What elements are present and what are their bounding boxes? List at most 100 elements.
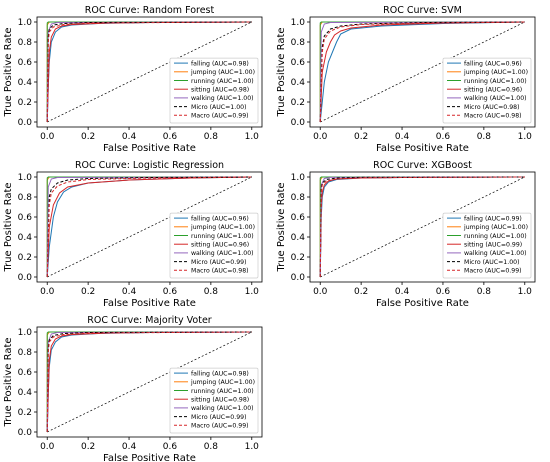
legend-label-jumping: jumping (AUC=1.00) — [190, 379, 255, 386]
legend-label-walking: walking (AUC=1.00) — [464, 250, 527, 257]
roc-panel-2: ROC Curve: SVM 0.0 0.2 0.4 0.6 0.8 1.0 0.0 0.2 0.… — [276, 5, 536, 154]
roc-line-falling — [319, 21, 525, 123]
x-tick-label: 0.0 — [313, 287, 328, 297]
legend-label-running: running (AUC=1.00) — [191, 78, 254, 85]
x-axis-label: False Positive Rate — [103, 298, 196, 309]
legend-label-walking: walking (AUC=1.00) — [191, 95, 254, 102]
legend-label-micro: Micro (AUC=1.00) — [464, 259, 520, 266]
y-tick-label: 1.0 — [291, 173, 306, 183]
y-tick-label: 0.6 — [291, 213, 306, 223]
legend-label-walking: walking (AUC=1.00) — [191, 405, 254, 412]
legend-label-macro: Macro (AUC=0.99) — [191, 423, 249, 430]
y-tick-label: 0.0 — [18, 428, 33, 438]
roc-line-macro — [46, 176, 252, 278]
legend: falling (AUC=0.98) jumping (AUC=1.00) runn… — [169, 57, 259, 124]
x-tick-label: 0.2 — [81, 442, 95, 452]
legend-box — [442, 57, 532, 124]
chart-title: ROC Curve: SVM — [383, 5, 462, 16]
x-axis-label: False Positive Rate — [103, 143, 196, 154]
x-tick-label: 0.8 — [477, 132, 492, 142]
y-tick-label: 1.0 — [291, 18, 306, 28]
axes-frame — [36, 16, 263, 128]
legend-label-walking: walking (AUC=1.00) — [191, 250, 254, 257]
roc-line-macro — [319, 21, 525, 123]
legend-label-walking: walking (AUC=1.00) — [464, 95, 527, 102]
axes-frame — [309, 16, 536, 128]
legend-label-falling: falling (AUC=0.98) — [191, 370, 249, 377]
y-tick-label: 0.4 — [291, 78, 306, 88]
legend-label-sitting: sitting (AUC=0.96) — [464, 87, 522, 94]
roc-line-macro — [46, 21, 252, 123]
y-tick-label: 0.8 — [291, 193, 306, 203]
y-axis-label: True Positive Rate — [276, 27, 287, 117]
legend-label-falling: falling (AUC=0.96) — [464, 60, 522, 67]
roc-panel-3: ROC Curve: Logistic Regression 0.0 0.2 0.4 0… — [3, 160, 263, 309]
legend-label-micro: Micro (AUC=0.99) — [191, 259, 247, 266]
legend-label-sitting: sitting (AUC=0.96) — [191, 242, 249, 249]
y-tick-label: 0.6 — [291, 58, 306, 68]
chart-title: ROC Curve: XGBoost — [373, 160, 472, 171]
roc-line-walking — [319, 21, 525, 123]
y-tick-label: 0.6 — [18, 58, 33, 68]
legend: falling (AUC=0.98) jumping (AUC=1.00) runn… — [169, 367, 259, 434]
roc-panel-1: ROC Curve: Random Forest 0.0 0.2 0.4 0.6 0.8 1… — [3, 5, 263, 154]
chance-diagonal-line — [320, 21, 525, 123]
x-tick-label: 0.0 — [40, 442, 55, 452]
x-tick-label: 1.0 — [518, 132, 533, 142]
x-tick-label: 0.4 — [122, 132, 137, 142]
legend-box — [169, 57, 259, 124]
y-tick-label: 0.6 — [18, 213, 33, 223]
chance-diagonal-line — [47, 21, 252, 123]
legend-label-falling: falling (AUC=0.99) — [464, 215, 522, 222]
axes-frame — [36, 171, 263, 283]
chance-diagonal-line — [47, 176, 252, 278]
roc-line-macro — [319, 176, 525, 278]
y-tick-label: 0.0 — [18, 118, 33, 128]
y-tick-label: 1.0 — [18, 18, 33, 28]
legend-box — [442, 212, 532, 279]
legend-label-jumping: jumping (AUC=1.00) — [190, 224, 255, 231]
x-tick-label: 1.0 — [245, 442, 260, 452]
x-tick-label: 0.2 — [81, 132, 95, 142]
y-axis-label: True Positive Rate — [3, 337, 14, 427]
legend-label-jumping: jumping (AUC=1.00) — [463, 224, 528, 231]
legend-label-macro: Macro (AUC=0.98) — [464, 113, 522, 120]
y-tick-label: 1.0 — [18, 173, 33, 183]
legend-label-running: running (AUC=1.00) — [464, 233, 527, 240]
legend: falling (AUC=0.96) jumping (AUC=1.00) runn… — [442, 57, 532, 124]
x-tick-label: 0.8 — [204, 132, 219, 142]
y-tick-label: 0.8 — [18, 38, 33, 48]
legend-label-running: running (AUC=1.00) — [191, 233, 254, 240]
x-tick-label: 0.0 — [313, 132, 328, 142]
legend-label-micro: Micro (AUC=0.98) — [464, 104, 520, 111]
roc-line-walking — [46, 176, 252, 278]
legend-box — [169, 367, 259, 434]
roc-line-sitting — [46, 176, 252, 278]
y-tick-label: 0.8 — [18, 348, 33, 358]
x-tick-label: 1.0 — [245, 132, 260, 142]
x-tick-label: 1.0 — [518, 287, 533, 297]
chart-title: ROC Curve: Logistic Regression — [75, 160, 224, 171]
x-tick-label: 1.0 — [245, 287, 260, 297]
legend-label-macro: Macro (AUC=0.99) — [464, 268, 522, 275]
legend-label-jumping: jumping (AUC=1.00) — [190, 69, 255, 76]
legend-label-jumping: jumping (AUC=1.00) — [463, 69, 528, 76]
x-tick-label: 0.8 — [204, 287, 219, 297]
chance-diagonal-line — [47, 331, 252, 433]
x-tick-label: 0.8 — [477, 287, 492, 297]
legend: falling (AUC=0.99) jumping (AUC=1.00) runn… — [442, 212, 532, 279]
chart-title: ROC Curve: Majority Voter — [87, 315, 212, 326]
x-tick-label: 0.6 — [163, 442, 178, 452]
y-tick-label: 0.2 — [18, 253, 32, 263]
y-tick-label: 0.8 — [18, 193, 33, 203]
roc-line-sitting — [319, 21, 525, 123]
chance-diagonal-line — [320, 176, 525, 278]
x-tick-label: 0.6 — [436, 287, 451, 297]
y-tick-label: 0.2 — [18, 98, 32, 108]
roc-panel-4: ROC Curve: XGBoost 0.0 0.2 0.4 0.6 0.8 1.0 0.0 0… — [276, 160, 536, 309]
x-tick-label: 0.0 — [40, 287, 55, 297]
x-tick-label: 0.4 — [122, 287, 137, 297]
legend-label-sitting: sitting (AUC=0.98) — [191, 87, 249, 94]
chart-title: ROC Curve: Random Forest — [85, 5, 215, 16]
